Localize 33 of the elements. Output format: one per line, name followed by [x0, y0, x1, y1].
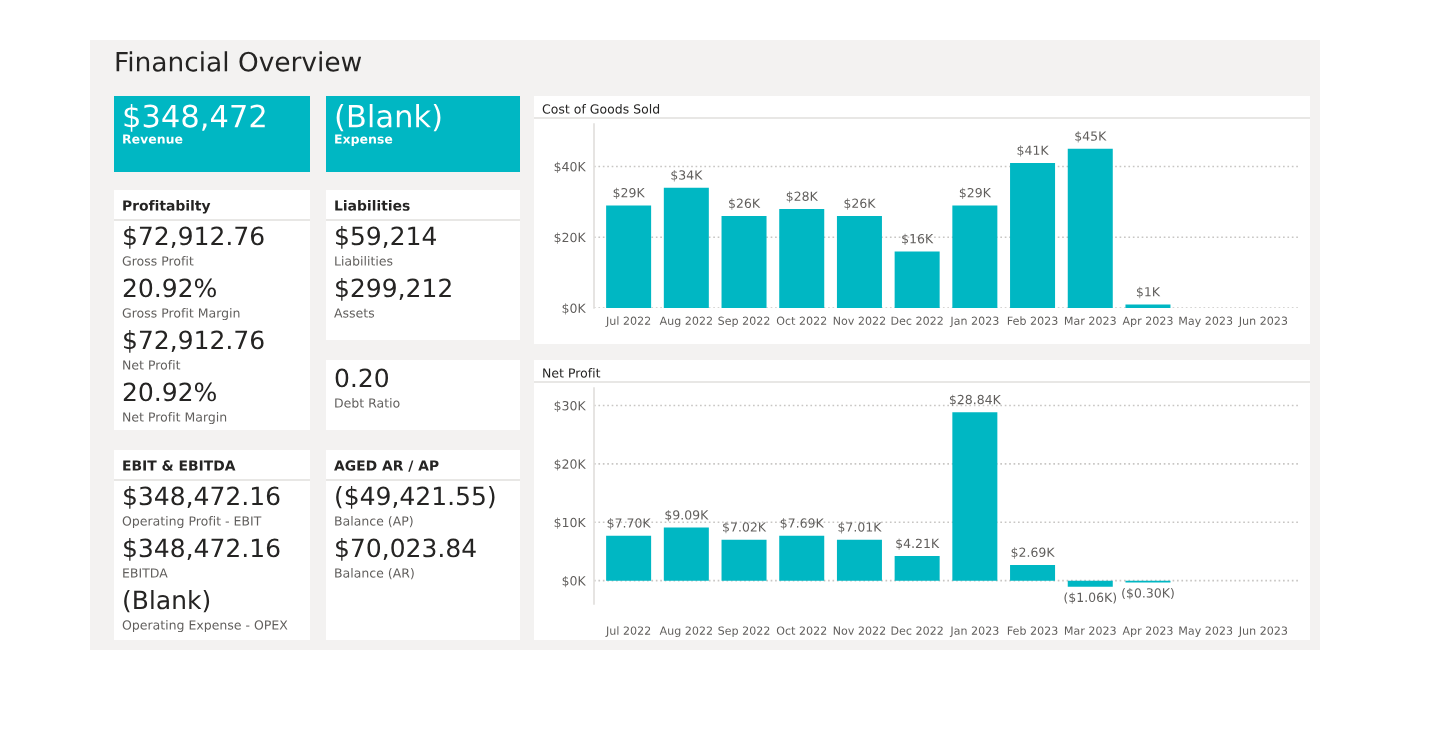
bar — [1067, 148, 1113, 308]
text: $59,214 — [336, 226, 436, 249]
text: $72,912.76 — [124, 226, 264, 249]
text: $299,212 — [336, 278, 451, 301]
bar — [606, 535, 652, 581]
text: $348,472.16 — [124, 486, 280, 509]
bar — [1010, 564, 1056, 581]
text: $70,023.84 — [336, 538, 476, 561]
text: 20.92% — [123, 382, 216, 402]
bar — [952, 205, 998, 308]
bar — [1010, 162, 1056, 308]
text: $348,472 — [124, 104, 265, 132]
bar — [952, 412, 998, 581]
bar — [894, 556, 940, 581]
text: (Blank) — [124, 590, 210, 613]
bar — [779, 535, 825, 581]
bar — [606, 205, 652, 308]
text: Financial Overview — [116, 51, 362, 72]
bar — [721, 539, 767, 581]
bar — [894, 251, 940, 308]
bar — [836, 539, 882, 581]
bar — [663, 527, 709, 581]
bar — [836, 216, 882, 308]
bar — [663, 187, 709, 308]
bar — [1067, 580, 1113, 587]
text: $72,912.76 — [124, 330, 264, 353]
bar — [779, 208, 825, 308]
bar — [721, 216, 767, 308]
text: 20.92% — [123, 278, 216, 298]
text: $348,472.16 — [124, 538, 280, 561]
text: ($49,421.55) — [336, 486, 495, 509]
text: (Blank) — [336, 104, 441, 132]
text: 0.20 — [335, 368, 388, 388]
